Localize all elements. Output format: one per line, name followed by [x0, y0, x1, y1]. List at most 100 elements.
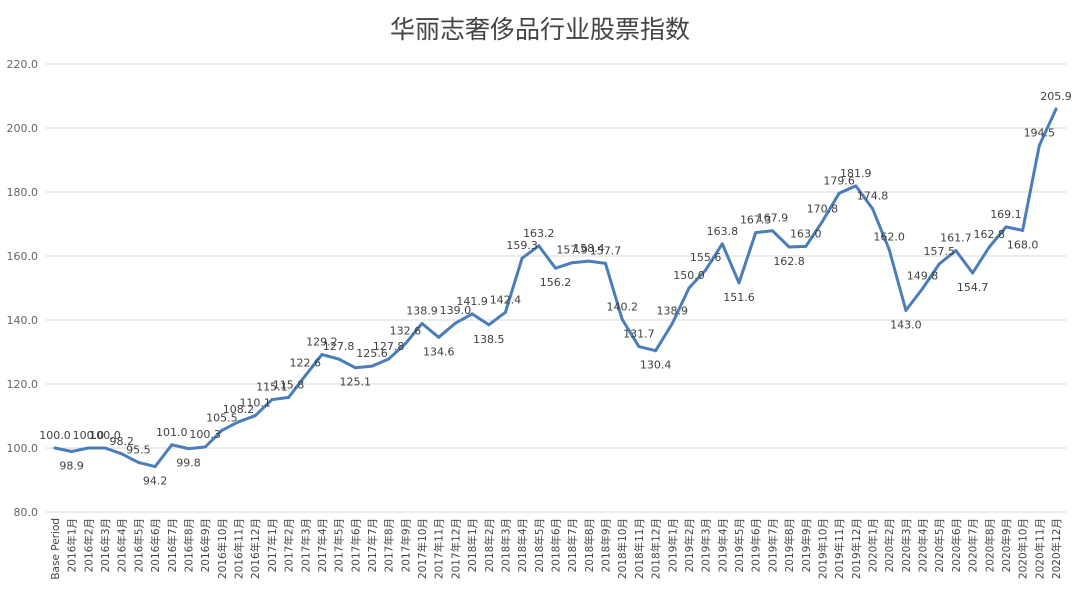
data-label: 167.9 — [757, 212, 789, 225]
data-label: 122.6 — [290, 357, 322, 370]
x-tick-label: 2017年7月 — [366, 518, 379, 572]
data-label: 205.9 — [1040, 90, 1072, 103]
data-point — [787, 245, 791, 249]
data-label: 134.6 — [423, 345, 455, 358]
data-point — [987, 245, 991, 249]
data-label: 162.8 — [773, 255, 805, 268]
x-tick-label: 2016年3月 — [99, 518, 112, 572]
data-label: 162.0 — [873, 231, 905, 244]
data-label: 131.7 — [623, 328, 655, 341]
x-tick-label: 2016年11月 — [233, 518, 246, 579]
data-point — [186, 447, 190, 451]
data-point — [420, 322, 424, 326]
data-point — [604, 261, 608, 265]
data-point — [704, 268, 708, 272]
data-point — [620, 317, 624, 321]
x-tick-label: 2016年2月 — [82, 518, 95, 572]
data-point — [136, 460, 140, 464]
data-point — [537, 244, 541, 248]
data-label: 179.6 — [823, 174, 855, 187]
x-tick-label: 2016年4月 — [116, 518, 129, 572]
data-label: 167.3 — [740, 214, 772, 227]
data-label: 140.2 — [606, 300, 638, 313]
x-tick-label: 2018年6月 — [550, 518, 563, 572]
data-point — [954, 249, 958, 253]
data-point — [1004, 225, 1008, 229]
data-point — [120, 452, 124, 456]
data-point — [503, 310, 507, 314]
x-tick-label: 2020年10月 — [1017, 518, 1030, 579]
y-tick-label: 220.0 — [7, 58, 39, 71]
data-label: 157.7 — [590, 244, 622, 257]
data-point — [971, 271, 975, 275]
data-label: 163.2 — [523, 227, 555, 240]
data-point — [587, 259, 591, 263]
y-tick-label: 120.0 — [7, 378, 39, 391]
x-tick-label: 2016年7月 — [166, 518, 179, 572]
data-point — [754, 231, 758, 235]
data-label: 125.1 — [340, 376, 372, 389]
data-point — [1021, 228, 1025, 232]
chart-title: 华丽志奢侈品行业股票指数 — [389, 15, 690, 44]
data-point — [820, 219, 824, 223]
x-tick-label: 2019年4月 — [716, 518, 729, 572]
data-point — [387, 357, 391, 361]
data-point — [921, 287, 925, 291]
data-point — [287, 395, 291, 399]
data-label: 138.5 — [473, 333, 505, 346]
data-point — [270, 398, 274, 402]
data-label: 101.0 — [156, 426, 188, 439]
data-label: 100.0 — [73, 429, 105, 442]
data-label: 100.3 — [189, 428, 221, 441]
x-tick-label: 2019年7月 — [766, 518, 779, 572]
data-label: 98.2 — [109, 435, 134, 448]
x-tick-label: 2016年6月 — [149, 518, 162, 572]
data-label: 158.4 — [573, 242, 605, 255]
x-tick-label: 2017年1月 — [266, 518, 279, 572]
x-axis: Base Period 2016年1月 2016年2月 2016年3月 2016年4月 2… — [50, 518, 1063, 580]
x-tick-label: 2018年11月 — [633, 518, 646, 579]
data-point — [554, 266, 557, 270]
x-tick-label: 2016年9月 — [199, 518, 212, 572]
x-tick-label: 2018年9月 — [600, 518, 613, 572]
data-point — [520, 256, 524, 260]
x-tick-label: 2018年5月 — [533, 518, 546, 572]
data-label: 139.0 — [440, 304, 472, 317]
data-label: 125.6 — [356, 347, 388, 360]
data-label: 156.2 — [540, 276, 572, 289]
data-point — [654, 349, 658, 353]
data-label: 99.8 — [176, 457, 201, 470]
x-tick-label: 2018年12月 — [650, 518, 663, 579]
x-tick-label: 2017年5月 — [333, 518, 346, 572]
x-tick-label: 2018年2月 — [483, 518, 496, 572]
x-tick-label: 2020年2月 — [883, 518, 896, 572]
x-tick-label: 2016年10月 — [216, 518, 229, 579]
x-tick-label: 2018年4月 — [516, 518, 529, 572]
data-point — [203, 445, 207, 449]
x-tick-label: 2017年4月 — [316, 518, 329, 572]
data-point — [720, 242, 724, 246]
data-point — [320, 353, 324, 357]
data-label: 98.9 — [59, 460, 84, 473]
x-tick-label: 2019年11月 — [833, 518, 846, 579]
x-tick-label: 2020年7月 — [967, 518, 980, 572]
y-tick-label: 80.0 — [14, 506, 39, 519]
data-point — [804, 244, 808, 248]
x-tick-label: 2017年12月 — [449, 518, 462, 579]
data-label: 162.8 — [974, 228, 1006, 241]
y-tick-label: 100.0 — [7, 442, 39, 455]
x-tick-label: 2017年6月 — [349, 518, 362, 572]
data-point — [86, 446, 90, 450]
x-tick-label: 2017年8月 — [383, 518, 396, 572]
data-label: 142.4 — [490, 293, 522, 306]
x-tick-label: 2019年2月 — [683, 518, 696, 572]
data-label: 138.9 — [406, 305, 438, 318]
x-tick-label: 2020年6月 — [950, 518, 963, 572]
data-label: 159.3 — [506, 239, 538, 252]
data-label: 127.8 — [373, 340, 405, 353]
data-label: 115.8 — [273, 378, 305, 391]
data-label: 194.5 — [1024, 127, 1056, 140]
x-tick-label: 2018年1月 — [466, 518, 479, 572]
x-tick-label: 2020年9月 — [1000, 518, 1013, 572]
